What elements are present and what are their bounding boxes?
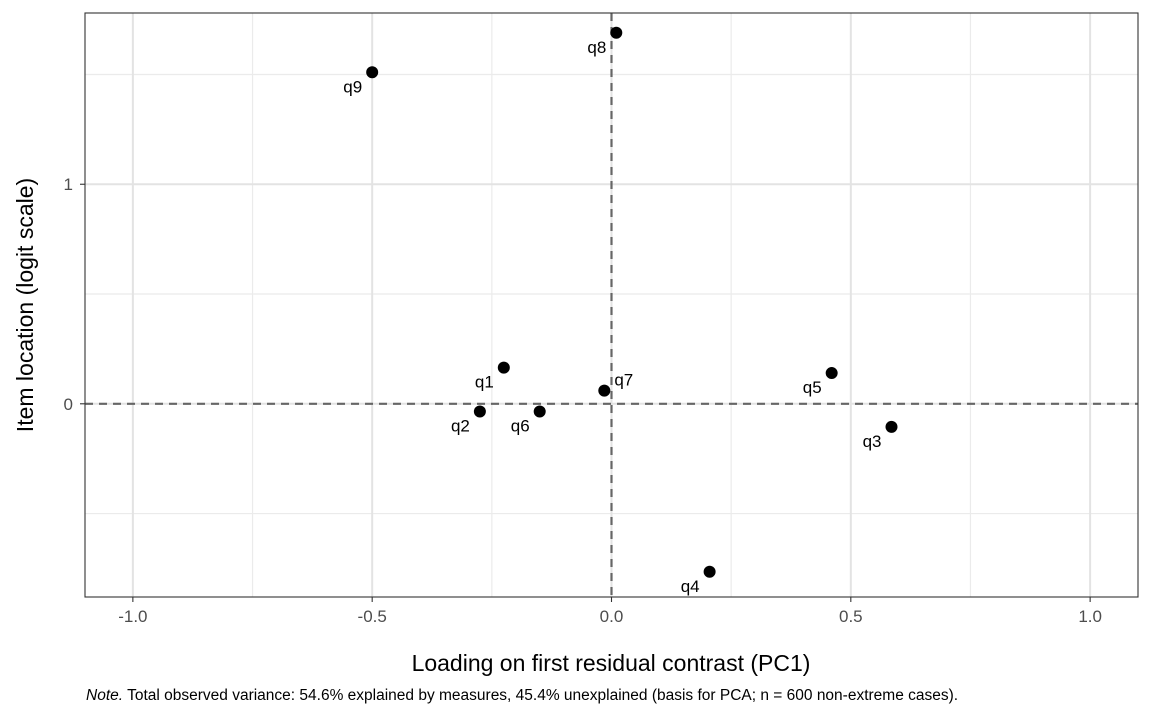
y-axis-title: Item location (logit scale) (12, 178, 38, 432)
data-point-q4 (703, 565, 716, 578)
data-point-q8 (610, 26, 623, 39)
figure-note: Note. Total observed variance: 54.6% exp… (86, 687, 1146, 705)
y-tick-label: 1 (64, 175, 73, 194)
point-label-q4: q4 (681, 577, 700, 596)
point-label-q1: q1 (475, 373, 494, 392)
data-point-q9 (366, 66, 379, 79)
y-axis-tick-labels: 01 (64, 175, 73, 414)
reference-lines (85, 13, 1138, 597)
x-axis-tick-labels: -1.0 -0.5 0.0 0.5 1.0 (118, 607, 1102, 626)
data-point-q7 (598, 384, 611, 397)
axis-ticks (80, 183, 1091, 602)
x-tick-label: -0.5 (358, 607, 387, 626)
x-tick-label: -1.0 (118, 607, 147, 626)
point-label-q6: q6 (511, 416, 530, 435)
x-tick-label: 0.0 (600, 607, 624, 626)
note-label: Note. (86, 687, 124, 704)
point-label-q7: q7 (614, 371, 633, 390)
data-point-q5 (825, 367, 838, 380)
point-label-q3: q3 (863, 432, 882, 451)
point-label-q2: q2 (451, 416, 470, 435)
data-point-labels: q1 q2 q3 q4 q5 q6 q7 q8 q9 (343, 38, 881, 596)
note-text: Total observed variance: 54.6% explained… (123, 687, 959, 704)
data-points (366, 26, 898, 578)
x-axis-title: Loading on first residual contrast (PC1) (412, 650, 811, 676)
data-point-q1 (497, 361, 510, 374)
point-label-q9: q9 (343, 77, 362, 96)
data-point-q2 (473, 405, 486, 418)
data-point-q3 (885, 420, 898, 433)
point-label-q5: q5 (803, 378, 822, 397)
y-tick-label: 0 (64, 395, 73, 414)
x-tick-label: 1.0 (1078, 607, 1102, 626)
x-tick-label: 0.5 (839, 607, 863, 626)
point-label-q8: q8 (587, 38, 606, 57)
data-point-q6 (533, 405, 546, 418)
